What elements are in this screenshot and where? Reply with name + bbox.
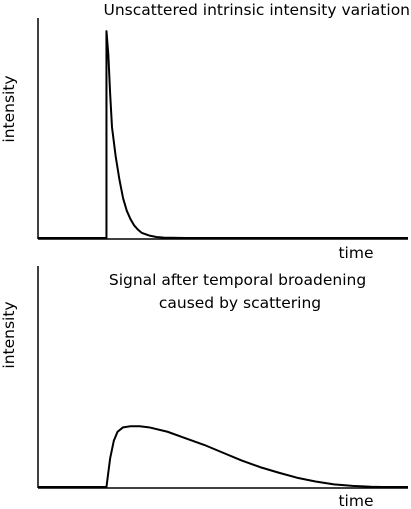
top-chart-panel: Unscattered intrinsic intensity variatio… — [0, 1, 410, 262]
top-chart-y-axis-label: intensity — [0, 75, 18, 142]
bottom-chart-panel: Signal after temporal broadening caused … — [0, 266, 408, 509]
top-chart-x-axis-label: time — [338, 244, 373, 262]
bottom-chart-title-line-1: Signal after temporal broadening — [109, 271, 366, 289]
top-chart-intensity-line — [38, 30, 408, 239]
bottom-chart-title-line-2: caused by scattering — [159, 294, 321, 312]
bottom-chart-y-axis-label: intensity — [0, 301, 18, 368]
top-chart-title: Unscattered intrinsic intensity variatio… — [104, 1, 411, 19]
bottom-chart-intensity-line — [38, 425, 408, 488]
bottom-chart-title: Signal after temporal broadening caused … — [109, 271, 371, 312]
bottom-chart-x-axis-label: time — [338, 492, 373, 509]
